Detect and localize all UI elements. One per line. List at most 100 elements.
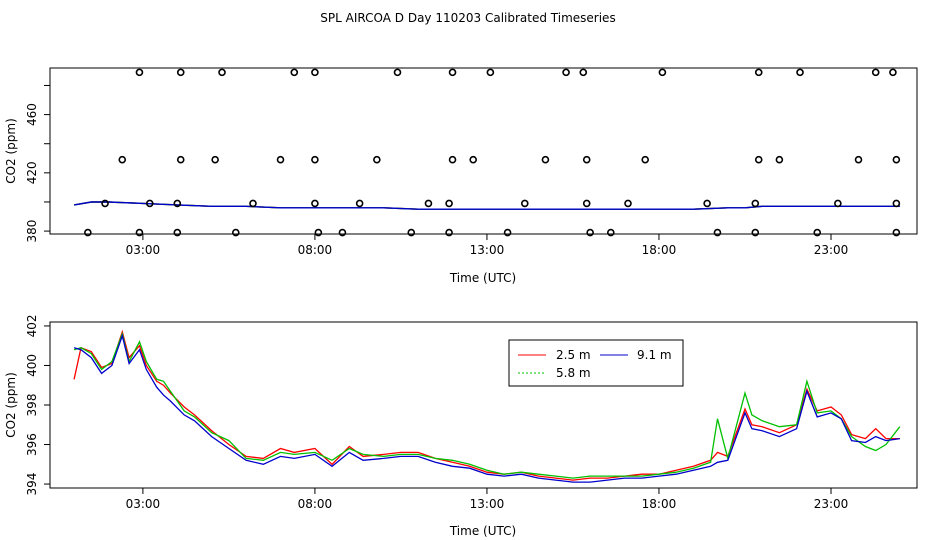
scatter-point [641,155,650,164]
top-series-lines [73,201,900,210]
y-tick-label: 402 [25,314,39,337]
x-tick-label: 08:00 [298,497,333,511]
legend-box [508,339,684,387]
scatter-point [311,199,319,208]
bottom-y-label: CO2 (ppm) [4,372,18,438]
legend-label-9.1m: 9.1 m [637,348,672,362]
scatter-point [118,155,127,164]
scatter-point [562,68,570,77]
scatter-point [520,199,529,208]
scatter-point [892,199,901,208]
series-line-2.5m [73,329,900,481]
y-tick-label: 396 [25,433,39,456]
scatter-point [84,228,92,237]
scatter-point [703,199,711,208]
scatter-point [775,155,784,164]
scatter-point [314,228,323,237]
scatter-point [211,155,219,164]
scatter-point [813,228,822,237]
x-tick-label: 13:00 [470,243,505,257]
scatter-point [373,155,381,164]
scatter-point [338,228,347,237]
scatter-point [145,199,154,208]
top-x-axis: 03:00 08:00 13:00 18:00 23:00 [126,234,849,257]
top-plot-frame [49,67,918,235]
bottom-panel: 394 396 398 400 402 03:00 08:00 13:00 18:00 23:0… [4,314,918,538]
figure-title: SPL AIRCOA D Day 110203 Calibrated Times… [320,11,615,25]
scatter-point [658,68,667,77]
scatter-point [754,68,763,77]
scatter-point [582,199,591,208]
bottom-x-label: Time (UTC) [449,524,516,538]
scatter-point [249,199,257,208]
top-y-label: CO2 (ppm) [4,118,18,184]
x-tick-label: 03:00 [126,497,161,511]
x-tick-label: 18:00 [642,497,677,511]
legend: 2.5 m 5.8 m 9.1 m [508,339,684,387]
y-tick-label: 400 [25,354,39,377]
scatter-point [176,68,185,77]
top-panel: 380 420 460 03:00 08:00 13:00 18:00 23:00 Time… [4,67,918,285]
scatter-point [871,68,880,77]
scatter-point [854,155,863,164]
top-scatter-points [84,68,901,237]
bottom-series-lines [73,329,901,483]
scatter-point [355,199,364,208]
scatter-point [624,199,632,208]
y-tick-label: 380 [25,220,39,243]
scatter-point [290,68,299,77]
top-y-axis: 380 420 460 [25,84,50,243]
scatter-point [606,228,615,237]
scatter-point [445,228,453,237]
y-tick-label: 460 [25,103,39,126]
legend-label-2.5m: 2.5 m [556,348,591,362]
scatter-point [218,68,226,77]
scatter-point [448,155,457,164]
y-tick-label: 398 [25,394,39,417]
scatter-point [582,155,591,164]
x-tick-label: 03:00 [126,243,161,257]
series-line-5.8m [73,331,901,479]
x-tick-label: 23:00 [814,243,849,257]
scatter-point [135,228,144,237]
y-tick-label: 420 [25,161,39,184]
scatter-point [751,228,760,237]
scatter-point [393,68,402,77]
scatter-point [276,155,285,164]
scatter-point [586,228,594,237]
scatter-point [579,68,588,77]
bottom-y-axis: 394 396 398 400 402 [25,314,50,496]
top-x-label: Time (UTC) [449,271,516,285]
y-tick-label: 394 [25,473,39,496]
scatter-point [407,228,416,237]
scatter-point [445,199,453,208]
scatter-point [173,199,182,208]
scatter-point [424,199,433,208]
scatter-point [101,199,109,208]
bottom-x-axis: 03:00 08:00 13:00 18:00 23:00 [126,488,849,511]
scatter-point [892,228,901,237]
scatter-point [892,155,901,164]
x-tick-label: 13:00 [470,497,505,511]
scatter-point [448,68,457,77]
x-tick-label: 23:00 [814,497,849,511]
scatter-point [469,155,477,164]
scatter-point [751,199,760,208]
scatter-point [503,228,512,237]
scatter-point [834,199,842,208]
series-line-9.1m [73,201,900,210]
scatter-point [311,155,319,164]
scatter-point [486,68,495,77]
scatter-point [754,155,763,164]
scatter-point [173,228,182,237]
scatter-point [231,228,240,237]
scatter-point [311,68,319,77]
scatter-point [796,68,804,77]
x-tick-label: 18:00 [642,243,677,257]
scatter-point [889,68,897,77]
scatter-point [176,155,185,164]
x-tick-label: 08:00 [298,243,333,257]
scatter-point [541,155,550,164]
scatter-point [713,228,722,237]
